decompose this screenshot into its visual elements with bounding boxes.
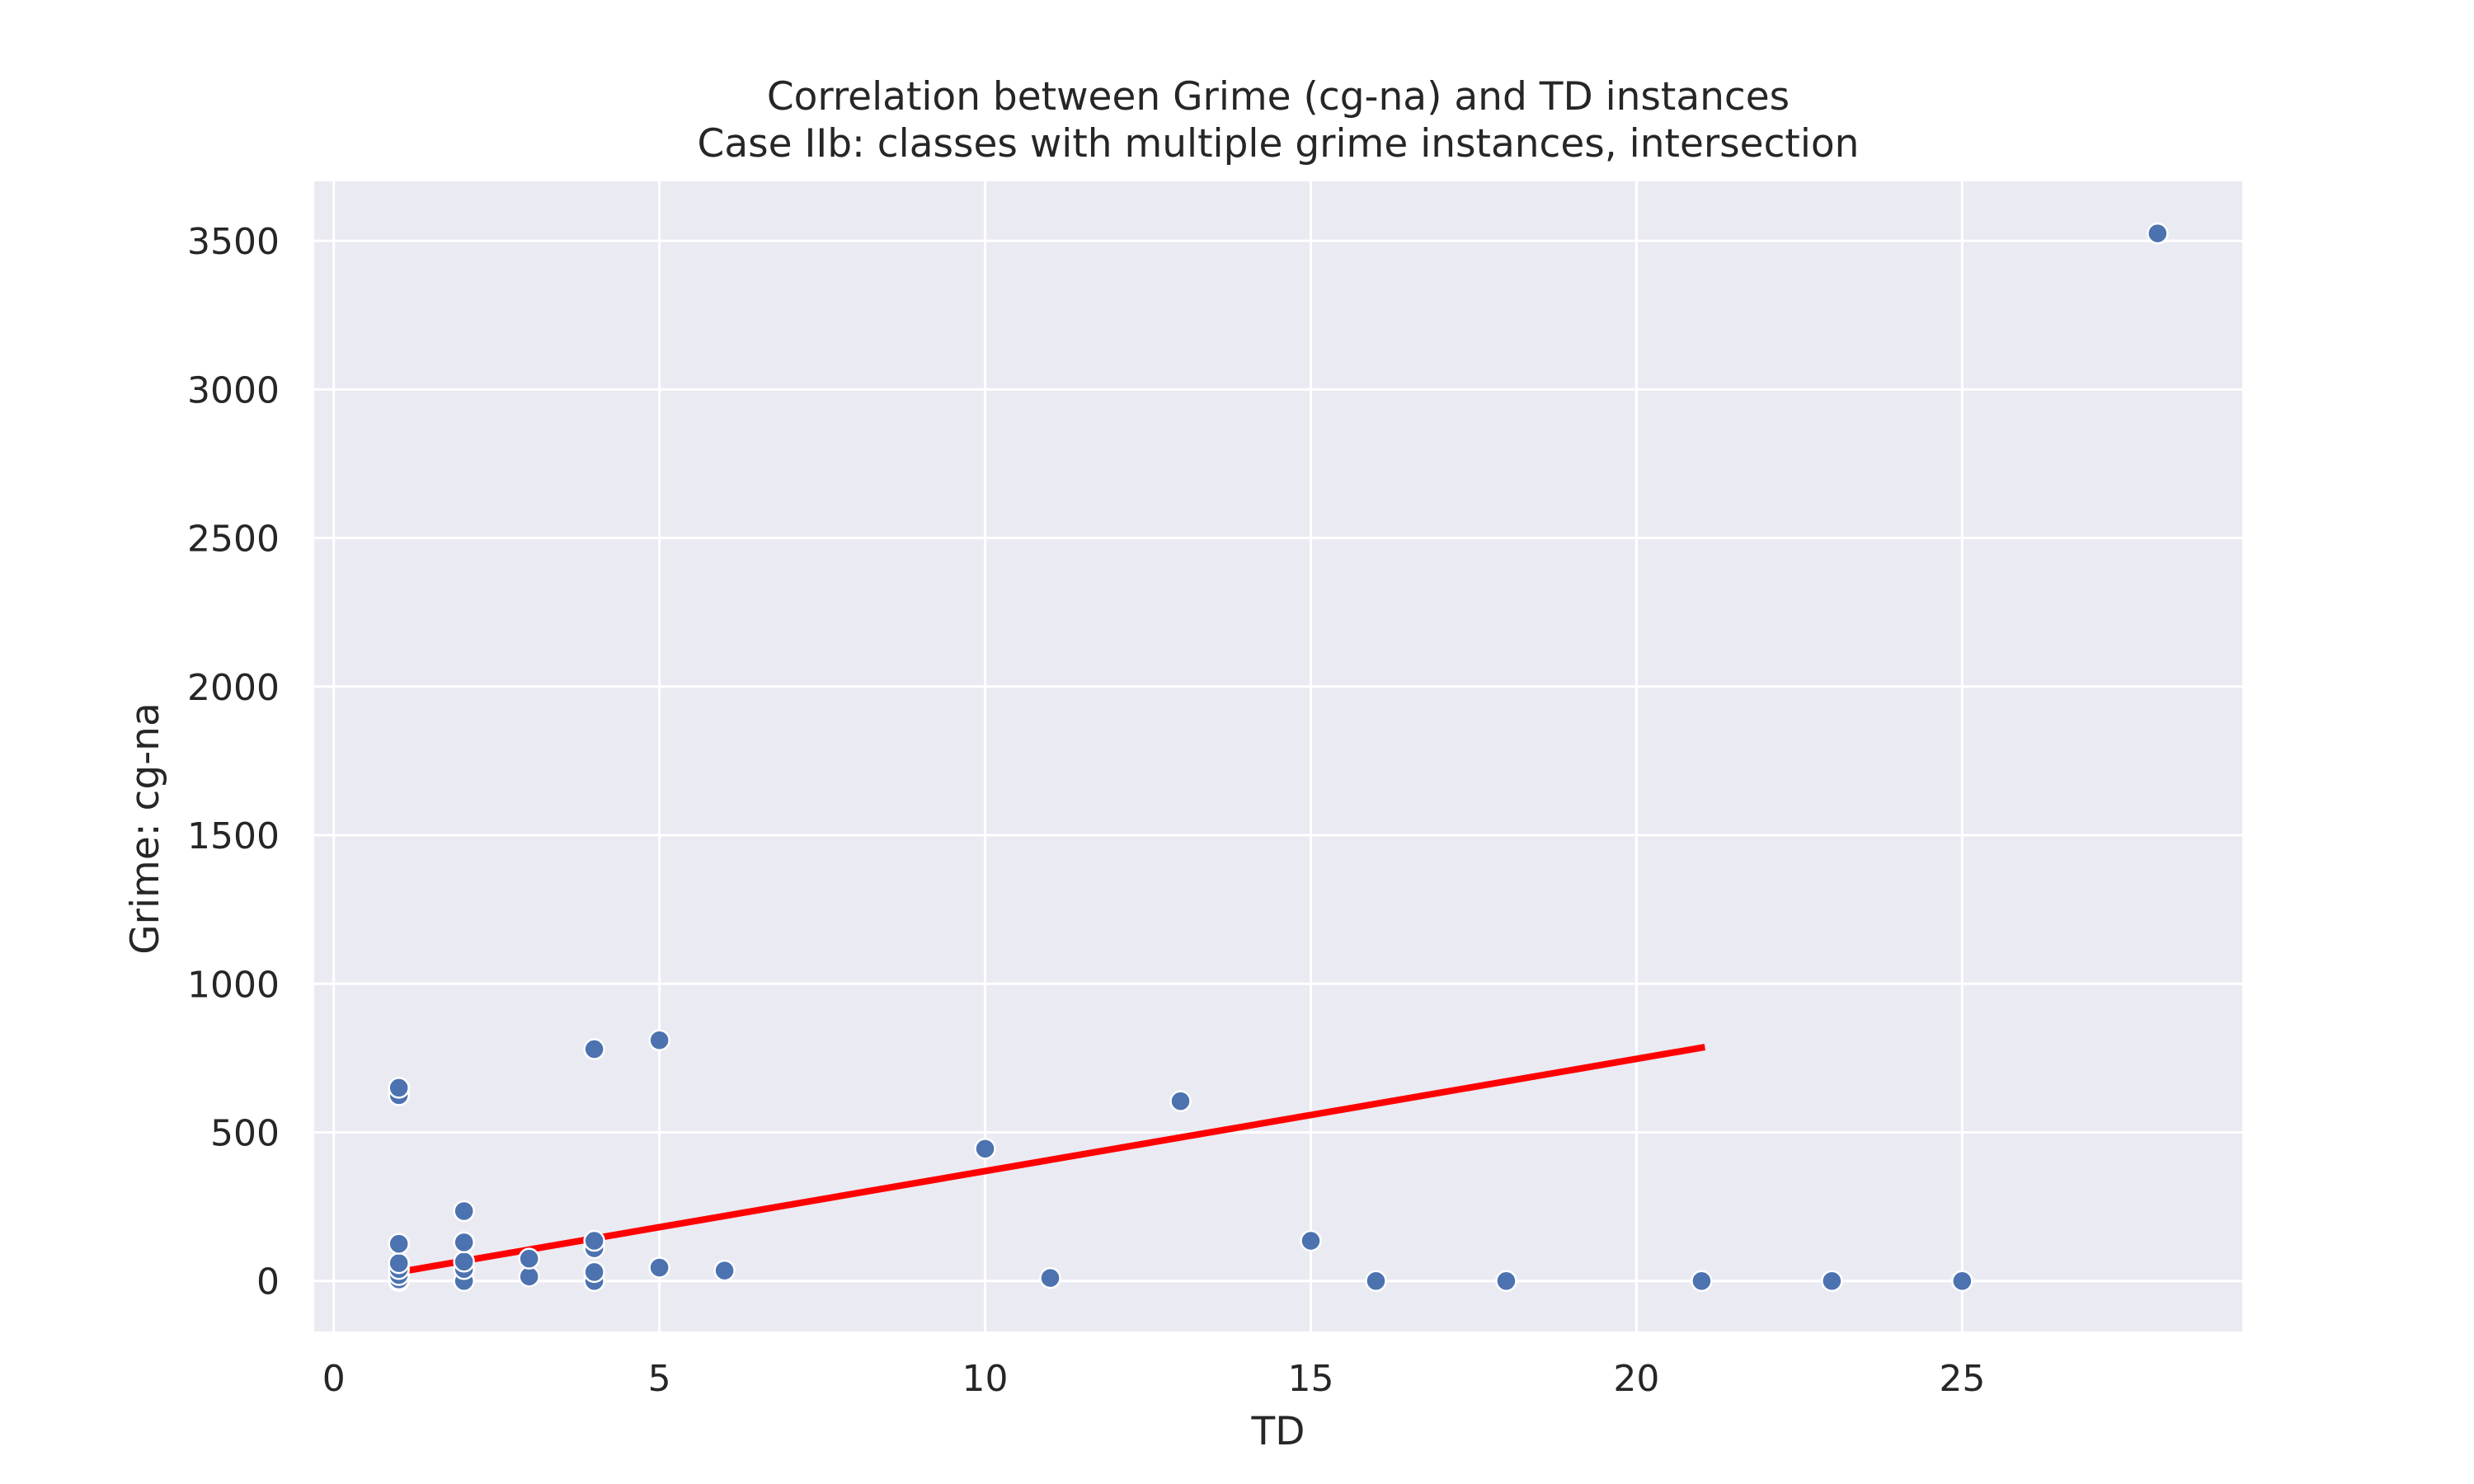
y-axis-label: Grime: cg-na [123, 702, 168, 955]
data-point [388, 1077, 410, 1099]
trend-line [395, 1044, 1706, 1276]
data-point [388, 1252, 410, 1275]
x-tick-label: 20 [1613, 1358, 1659, 1400]
data-point [388, 1233, 410, 1255]
x-tick-label: 15 [1287, 1358, 1333, 1400]
grid [314, 181, 2242, 1331]
data-point [453, 1231, 475, 1254]
data-point [1169, 1090, 1192, 1112]
chart-title: Correlation between Grime (cg-na) and TD… [767, 74, 1790, 120]
data-point [1300, 1229, 1322, 1252]
trend-layer [395, 1044, 1706, 1276]
y-tick-label: 0 [256, 1261, 280, 1303]
data-point [518, 1247, 540, 1270]
tick-labels: 0 5 10 15 20 25 0 500 1000 1500 2000 2500 3000 3500 [187, 221, 1985, 1400]
x-tick-label: 10 [962, 1358, 1009, 1400]
x-tick-label: 5 [648, 1358, 671, 1400]
data-point [1951, 1270, 1973, 1292]
data-points [388, 222, 2169, 1292]
data-point [453, 1200, 475, 1223]
data-point [713, 1259, 736, 1282]
data-point [453, 1251, 475, 1273]
y-tick-label: 1500 [187, 815, 280, 857]
x-tick-label: 0 [322, 1358, 346, 1400]
data-point [2147, 222, 2169, 245]
data-point [1821, 1270, 1843, 1292]
y-tick-label: 2000 [187, 667, 280, 709]
data-point [1039, 1266, 1061, 1289]
data-point [583, 1038, 605, 1060]
y-tick-label: 2500 [187, 519, 280, 561]
data-point [974, 1138, 996, 1160]
x-axis-label: TD [1251, 1409, 1305, 1454]
data-point [1495, 1270, 1517, 1292]
y-tick-label: 3500 [187, 221, 280, 263]
data-point [648, 1029, 670, 1051]
plot-area [314, 181, 2242, 1331]
y-tick-label: 1000 [187, 964, 280, 1006]
y-tick-label: 500 [210, 1112, 280, 1154]
chart-subtitle: Case IIb: classes with multiple grime in… [698, 121, 1860, 167]
y-tick-label: 3000 [187, 369, 280, 411]
data-point [583, 1229, 605, 1252]
data-point [583, 1261, 605, 1284]
x-tick-label: 25 [1939, 1358, 1985, 1400]
data-point [648, 1256, 670, 1279]
data-point [1691, 1270, 1713, 1292]
data-point [1365, 1270, 1387, 1292]
